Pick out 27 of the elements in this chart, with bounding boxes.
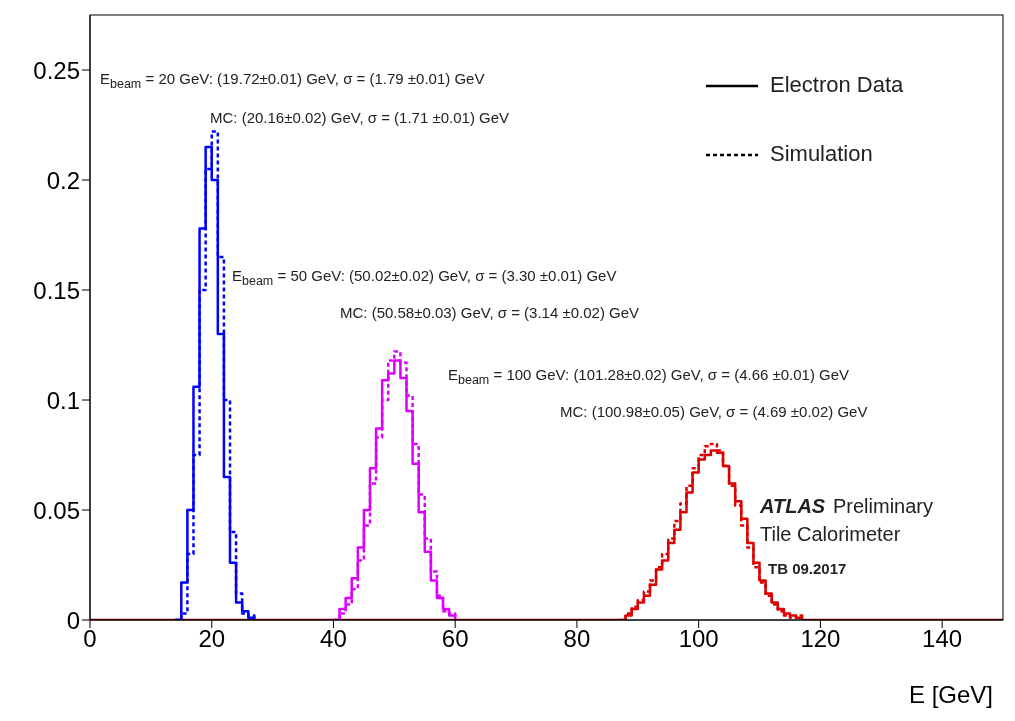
x-tick-label: 0 bbox=[83, 625, 97, 653]
annotation: E$_{beam}$ = 100 GeV: (101.28±0.02) GeV, σ = (4.66 ±0.01) GeV bbox=[448, 366, 850, 388]
x-tick-label: 40 bbox=[320, 625, 347, 653]
annotation: MC: (100.98±0.05) GeV, σ = (4.69 ±0.02) GeV bbox=[560, 403, 868, 421]
annotation: TB 09.2017 bbox=[768, 560, 847, 578]
annotation: Electron Data bbox=[770, 72, 904, 99]
y-tick-label: 0 bbox=[66, 606, 80, 634]
y-tick-label: 0.25 bbox=[33, 56, 80, 84]
y-tick-label: 0.05 bbox=[33, 496, 80, 524]
annotation: ATLAS bbox=[760, 494, 826, 518]
y-tick-label: 0.15 bbox=[33, 276, 80, 304]
x-tick-label: 100 bbox=[678, 625, 719, 653]
x-tick-label: 120 bbox=[800, 625, 841, 653]
y-tick-label: 0.2 bbox=[46, 166, 80, 194]
x-tick-label: 80 bbox=[563, 625, 591, 653]
annotation: MC: (50.58±0.03) GeV, σ = (3.14 ±0.02) GeV bbox=[340, 304, 640, 322]
x-tick-label: 60 bbox=[441, 625, 469, 653]
annotation: E$_{beam}$ = 20 GeV: (19.72±0.01) GeV, σ = (1.79 ±0.01) GeV bbox=[100, 70, 485, 92]
annotation: E$_{beam}$ = 50 GeV: (50.02±0.02) GeV, σ = (3.30 ±0.01) GeV bbox=[232, 267, 617, 289]
x-tick-label: 20 bbox=[198, 625, 226, 653]
annotation: MC: (20.16±0.02) GeV, σ = (1.71 ±0.01) GeV bbox=[210, 109, 510, 127]
annotation: Tile Calorimeter bbox=[760, 522, 901, 546]
x-axis-title: E [GeV] bbox=[908, 681, 993, 708]
y-tick-label: 0.1 bbox=[46, 386, 80, 414]
annotation: Simulation bbox=[770, 141, 873, 168]
annotation: Preliminary bbox=[833, 494, 934, 518]
x-tick-label: 140 bbox=[922, 625, 963, 653]
